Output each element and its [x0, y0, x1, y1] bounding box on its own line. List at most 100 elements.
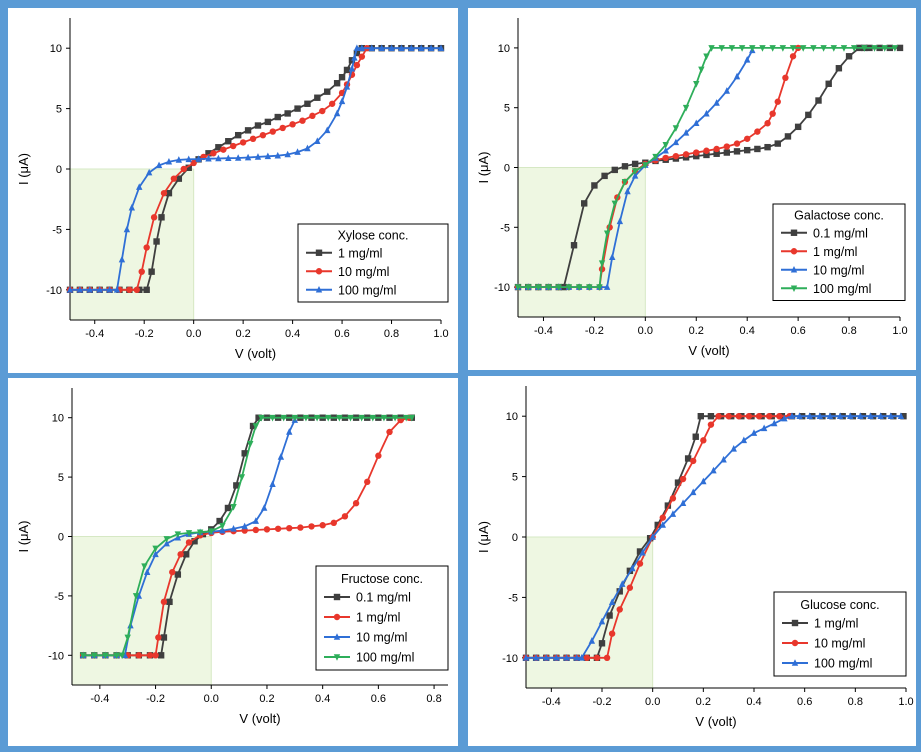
data-point [263, 526, 271, 533]
data-point [255, 414, 262, 421]
data-point [690, 488, 697, 496]
data-point [593, 654, 601, 661]
series-line [518, 47, 900, 289]
data-point [836, 412, 844, 419]
data-point [343, 66, 351, 74]
data-point [764, 120, 771, 127]
x-axis-label: V (volt) [239, 711, 280, 726]
y-tick-label: 10 [52, 413, 64, 425]
data-point [174, 571, 182, 578]
data-point [391, 414, 399, 422]
data-point [543, 654, 550, 661]
data-point [252, 526, 260, 534]
data-point [336, 414, 343, 422]
data-point [277, 453, 285, 460]
y-tick-label: -5 [54, 591, 64, 603]
data-point [603, 283, 611, 290]
data-point [118, 652, 126, 660]
data-point [144, 568, 151, 575]
data-point [330, 519, 338, 527]
x-tick-label: 0.4 [315, 693, 330, 705]
data-point [700, 437, 707, 444]
data-point [718, 45, 725, 52]
data-point [163, 536, 170, 543]
galactose-chart-panel: -0.4 -0.2 0.0 0.2 0.4 0.6 0.8 1.0 -10 -5 0 5 10 V (vo… [468, 8, 916, 370]
data-point [815, 97, 822, 104]
legend-title: Fructose conc. [341, 572, 423, 586]
data-point [284, 110, 291, 117]
data-point [636, 548, 644, 555]
data-point [735, 413, 742, 420]
data-point [358, 414, 365, 422]
data-point [608, 598, 616, 606]
data-point [284, 150, 291, 158]
data-point [682, 129, 690, 136]
data-point [427, 44, 435, 51]
data-point [881, 45, 888, 52]
x-tick-label: -0.2 [135, 328, 154, 340]
data-point [698, 66, 705, 74]
data-point [259, 131, 267, 139]
data-point [152, 550, 159, 558]
data-point [219, 523, 226, 530]
x-tick-label: 0.6 [334, 328, 349, 340]
legend-entry-label: 10 mg/ml [356, 631, 407, 645]
data-point [138, 268, 145, 275]
data-point [733, 140, 741, 147]
data-point [659, 514, 666, 521]
negative-quadrant-shade [70, 169, 194, 320]
data-point [733, 72, 741, 80]
legend-entry-label: 1 mg/ml [813, 245, 857, 259]
data-point [755, 413, 763, 420]
data-point [244, 153, 252, 161]
data-point [857, 412, 864, 419]
x-tick-label: 0.8 [384, 328, 399, 340]
data-point [274, 113, 281, 121]
x-tick-label: 0.0 [638, 325, 653, 337]
y-tick-label: -5 [508, 592, 518, 604]
data-point [744, 135, 751, 142]
legend-title: Xylose conc. [338, 229, 409, 243]
legend-swatch-marker [790, 229, 798, 236]
data-point [79, 652, 87, 660]
data-point [601, 172, 608, 180]
data-point [662, 154, 669, 162]
data-point [155, 634, 162, 641]
data-point [723, 149, 731, 156]
data-point [608, 630, 616, 637]
data-point [166, 598, 173, 606]
legend-entry-label: 100 mg/ml [814, 657, 872, 671]
data-point [102, 652, 109, 660]
data-point [175, 175, 183, 182]
data-point [380, 414, 388, 422]
data-point [215, 144, 222, 151]
legend-entry-label: 0.1 mg/ml [813, 226, 868, 240]
data-point [160, 598, 168, 606]
data-point [180, 165, 187, 173]
legend-entry-label: 100 mg/ml [356, 651, 414, 665]
data-point [631, 168, 639, 175]
data-point [764, 143, 771, 151]
data-point [328, 100, 336, 107]
data-point [522, 654, 530, 661]
data-point [744, 56, 751, 63]
data-point [76, 286, 84, 293]
x-tick-label: 1.0 [898, 696, 913, 708]
data-point [603, 654, 611, 661]
data-point [150, 214, 158, 221]
data-point [703, 147, 710, 154]
legend-swatch-marker [790, 265, 798, 273]
x-tick-label: 0.6 [797, 696, 812, 708]
data-point [185, 155, 192, 163]
data-point [861, 45, 868, 52]
data-point [319, 522, 326, 529]
data-point [524, 284, 532, 291]
data-point [733, 148, 741, 155]
data-point [679, 499, 687, 506]
data-point [347, 414, 354, 422]
data-point [563, 654, 570, 661]
data-point [710, 466, 717, 474]
data-point [545, 284, 552, 291]
x-tick-label: -0.4 [534, 325, 553, 337]
data-point [196, 529, 204, 537]
